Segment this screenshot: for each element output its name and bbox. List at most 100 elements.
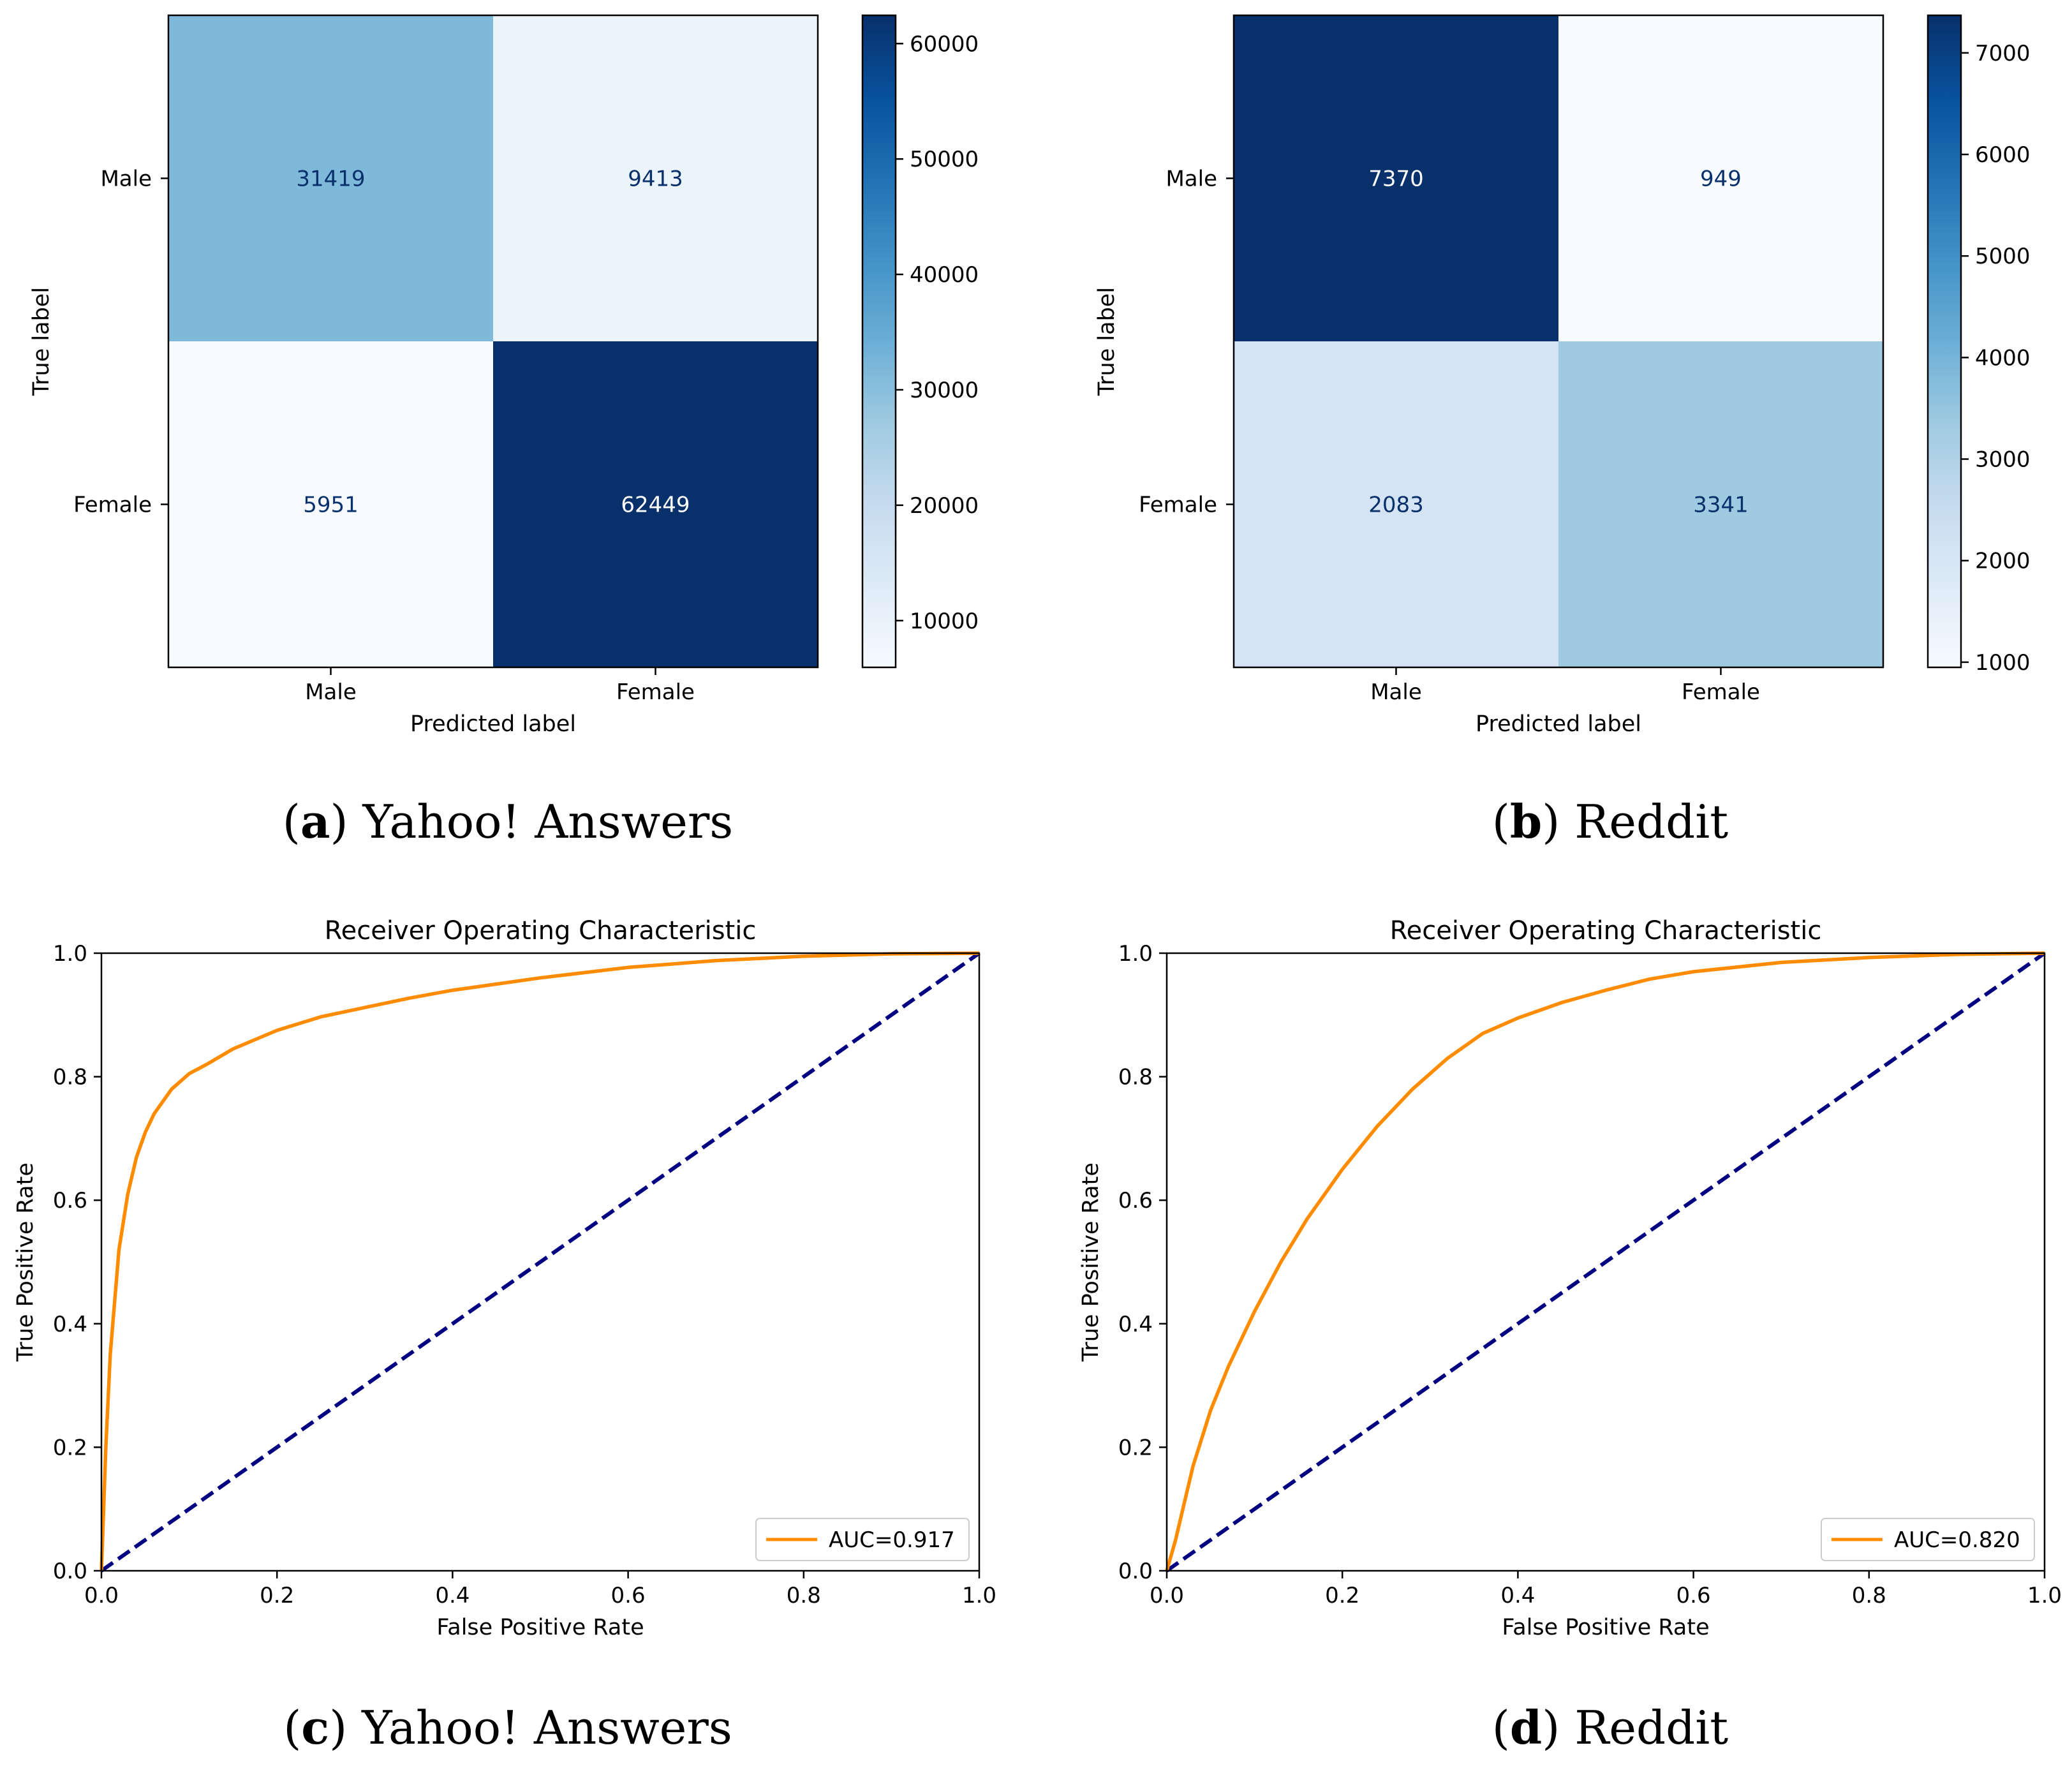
y-axis-label: True label <box>29 287 54 396</box>
y-tick-label: 0.4 <box>53 1312 87 1337</box>
x-tick-label: 1.0 <box>2027 1583 2062 1608</box>
legend-frame <box>755 1518 970 1561</box>
matrix-cell <box>1234 15 1559 342</box>
matrix-cell-values: 7370 949 2083 3341 <box>1368 167 1749 518</box>
x-tick-label: 0.2 <box>260 1583 294 1608</box>
roc-yahoo: Receiver Operating Characteristic 0.0 0.2… <box>13 916 996 1755</box>
x-tick-label: 0.6 <box>1676 1583 1711 1608</box>
colorbar-tick-label: 30000 <box>910 378 979 403</box>
matrix-cell-value: 2083 <box>1368 493 1424 518</box>
x-tick-label: Female <box>616 679 695 705</box>
matrix-y-ticks: Male Female <box>1139 167 1234 518</box>
colorbar-tick-label: 5000 <box>1975 244 2031 269</box>
y-tick-label: 0.6 <box>53 1188 87 1213</box>
colorbar-tick-label: 10000 <box>910 609 979 634</box>
colorbar-tick-label: 50000 <box>910 147 979 172</box>
x-axis-label: Predicted label <box>1476 711 1641 737</box>
x-tick-label: Male <box>1370 679 1422 705</box>
y-tick-label: Female <box>73 493 152 518</box>
chart-title: Receiver Operating Characteristic <box>1390 916 1822 946</box>
panel-caption: (d) Reddit <box>1492 1700 1728 1755</box>
confusion-matrix-reddit: 7370 949 2083 3341 Male Female Male Female Pr… <box>1094 14 2031 849</box>
matrix-cell-value: 3341 <box>1693 493 1749 518</box>
colorbar-tick-label: 2000 <box>1975 549 2031 574</box>
x-tick-label: 0.0 <box>84 1583 119 1608</box>
matrix-cell-value: 5951 <box>303 493 359 518</box>
y-ticks: 0.0 0.2 0.4 0.6 0.8 1.0 <box>53 941 101 1584</box>
matrix-cell-value: 7370 <box>1368 167 1424 192</box>
matrix-cell <box>1558 341 1884 668</box>
matrix-y-ticks: Male Female <box>73 167 168 518</box>
matrix-x-ticks: Male Female <box>305 667 695 705</box>
y-axis-label: True label <box>1094 287 1120 396</box>
legend: AUC=0.917 <box>755 1518 970 1561</box>
legend-label: AUC=0.820 <box>1894 1527 2020 1553</box>
chance-line <box>1166 951 2046 1573</box>
matrix-cell-values: 31419 9413 5951 62449 <box>296 167 690 518</box>
roc-curve <box>1165 951 2045 1571</box>
chart-title: Receiver Operating Characteristic <box>325 916 757 946</box>
x-tick-label: 0.8 <box>1852 1583 1886 1608</box>
matrix-cell-value: 949 <box>1700 167 1742 192</box>
y-axis-label: True Positive Rate <box>1078 1162 1104 1362</box>
roc-series <box>100 951 981 1573</box>
panel-caption: (c) Yahoo! Answers <box>283 1700 732 1755</box>
x-ticks: 0.0 0.2 0.4 0.6 0.8 1.0 <box>1150 1571 2062 1608</box>
legend: AUC=0.820 <box>1821 1518 2035 1561</box>
y-tick-label: Male <box>100 167 152 192</box>
x-tick-label: 0.6 <box>611 1583 646 1608</box>
matrix-cell-value: 62449 <box>621 493 690 518</box>
y-tick-label: 0.8 <box>1118 1065 1153 1090</box>
x-tick-label: 0.4 <box>435 1583 470 1608</box>
matrix-cell <box>168 341 494 668</box>
matrix-cell <box>1558 15 1884 342</box>
x-tick-label: 0.8 <box>787 1583 821 1608</box>
colorbar-ticks: 10000 20000 30000 40000 50000 60000 <box>896 31 979 634</box>
matrix-frame <box>1232 14 1884 669</box>
colorbar-tick-label: 60000 <box>910 31 979 57</box>
matrix-cells <box>1234 15 1884 668</box>
matrix-cells <box>168 15 818 668</box>
colorbar-tick-label: 20000 <box>910 493 979 519</box>
colorbar <box>862 15 896 667</box>
colorbar-frame <box>861 14 897 669</box>
confusion-matrix-yahoo: 31419 9413 5951 62449 Male Female Male Female… <box>29 14 979 849</box>
matrix-cell-value: 9413 <box>628 167 683 192</box>
panel-caption: (b) Reddit <box>1492 794 1728 849</box>
y-tick-label: 0.6 <box>1118 1188 1153 1213</box>
matrix-cell-value: 31419 <box>296 167 365 192</box>
roc-series <box>1165 951 2046 1573</box>
y-tick-label: 0.8 <box>53 1065 87 1090</box>
matrix-x-ticks: Male Female <box>1370 667 1760 705</box>
x-axis-label: False Positive Rate <box>436 1615 644 1640</box>
colorbar-tick-label: 7000 <box>1975 41 2031 66</box>
colorbar-ticks: 1000 2000 3000 4000 5000 6000 7000 <box>1961 41 2031 676</box>
x-tick-label: 0.2 <box>1325 1583 1359 1608</box>
colorbar-tick-label: 6000 <box>1975 142 2031 168</box>
y-axis-label: True Positive Rate <box>13 1162 38 1362</box>
y-tick-label: Female <box>1139 493 1217 518</box>
colorbar <box>1928 15 1961 667</box>
y-tick-label: 0.0 <box>53 1559 87 1584</box>
colorbar-frame <box>1927 14 1962 669</box>
y-tick-label: 1.0 <box>1118 941 1153 967</box>
y-ticks: 0.0 0.2 0.4 0.6 0.8 1.0 <box>1118 941 1167 1584</box>
x-ticks: 0.0 0.2 0.4 0.6 0.8 1.0 <box>84 1571 996 1608</box>
roc-curve <box>100 951 980 1571</box>
x-axis-label: Predicted label <box>410 711 576 737</box>
chance-line <box>100 951 981 1573</box>
y-tick-label: 0.2 <box>53 1435 87 1460</box>
x-tick-label: Male <box>305 679 357 705</box>
colorbar-tick-label: 1000 <box>1975 650 2031 676</box>
matrix-cell <box>493 341 818 668</box>
y-tick-label: 0.2 <box>1118 1435 1153 1460</box>
panel-caption: (a) Yahoo! Answers <box>283 794 733 849</box>
matrix-cell <box>493 15 818 342</box>
matrix-cell <box>1234 341 1559 668</box>
y-tick-label: 1.0 <box>53 941 87 967</box>
plot-frame <box>1166 952 2046 1572</box>
roc-reddit: Receiver Operating Characteristic 0.0 0.2… <box>1078 916 2062 1755</box>
y-tick-label: 0.0 <box>1118 1559 1153 1584</box>
plot-frame <box>100 952 981 1572</box>
